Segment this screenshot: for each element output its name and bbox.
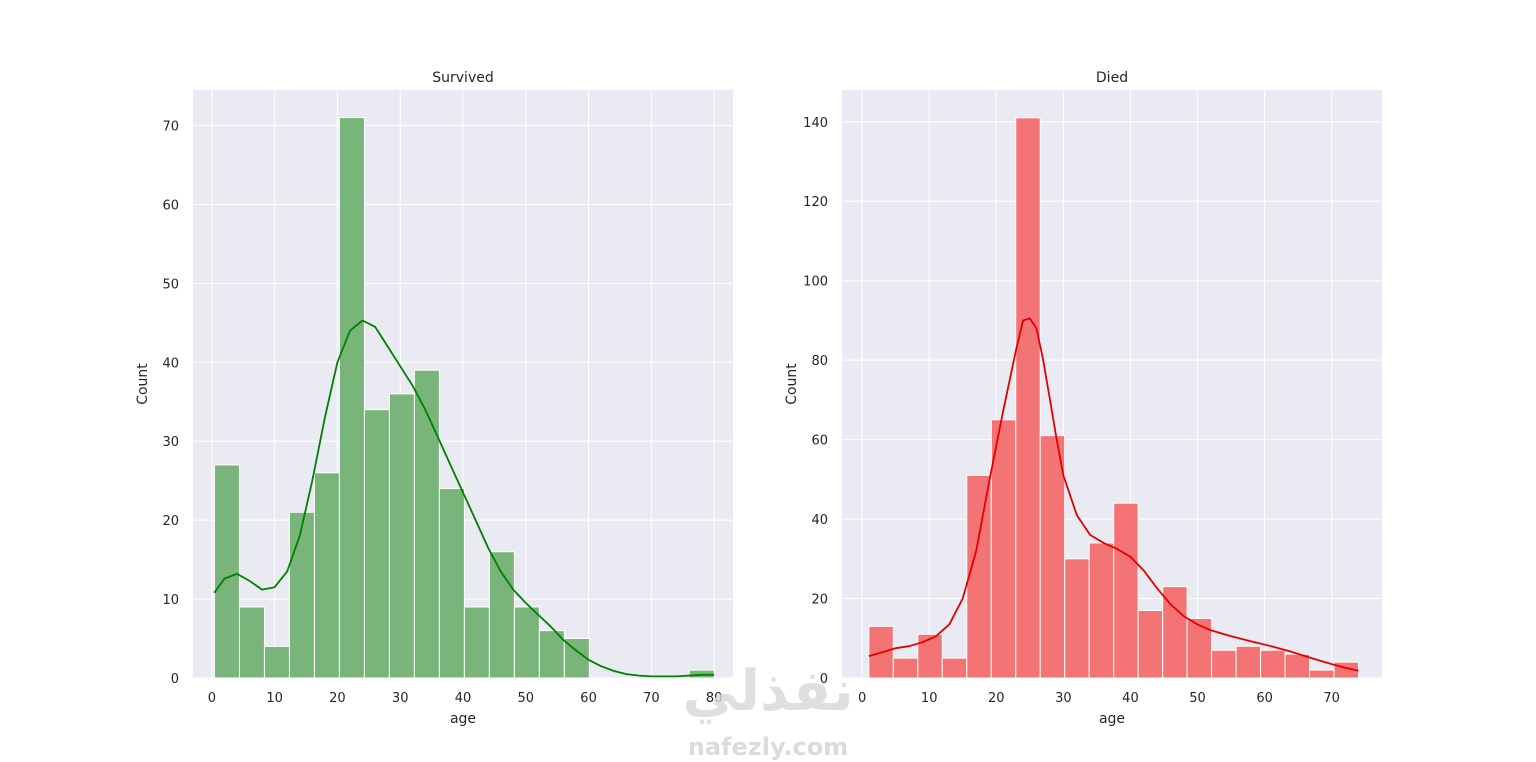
histogram-bar — [1309, 669, 1335, 679]
y-tick-label: 70 — [162, 120, 179, 135]
histogram-bar — [1064, 558, 1090, 679]
y-tick-label: 60 — [811, 434, 828, 449]
x-tick-label: 0 — [858, 691, 866, 706]
x-tick-label: 0 — [208, 691, 216, 706]
y-tick-label: 20 — [162, 514, 179, 529]
histogram-bar — [238, 606, 265, 679]
histogram-bar — [990, 419, 1017, 679]
histogram-bar — [313, 472, 340, 679]
x-tick-label: 10 — [921, 691, 938, 706]
y-tick-label: 0 — [171, 672, 179, 687]
watermark-logo-text: نفذلي — [682, 659, 853, 724]
x-tick-label: 80 — [706, 691, 723, 706]
histogram-bar — [892, 657, 919, 679]
histogram-bar — [488, 551, 515, 679]
x-tick-label: 30 — [1055, 691, 1072, 706]
y-tick-label: 120 — [803, 195, 828, 210]
y-axis-label: Count — [135, 363, 151, 405]
histogram-bar — [363, 409, 390, 679]
y-tick-label: 140 — [803, 116, 828, 131]
x-axis-label: age — [450, 711, 476, 727]
histogram-bar — [966, 474, 992, 679]
y-axis-label: Count — [784, 363, 800, 405]
x-tick-label: 70 — [643, 691, 660, 706]
histogram-bar — [463, 606, 490, 679]
histogram-bar — [413, 369, 440, 679]
x-tick-label: 50 — [518, 691, 535, 706]
histogram-bar — [338, 117, 365, 679]
x-tick-label: 20 — [988, 691, 1005, 706]
histogram-bar — [538, 630, 565, 679]
histogram-bar — [1186, 617, 1213, 679]
y-tick-label: 30 — [162, 435, 179, 450]
chart-title: Survived — [432, 70, 493, 86]
histogram-bar — [941, 657, 968, 679]
histogram-bar — [1137, 609, 1164, 679]
x-tick-label: 40 — [1122, 691, 1139, 706]
histogram-bar — [513, 606, 540, 679]
y-tick-label: 10 — [162, 593, 179, 608]
x-axis-label: age — [1099, 711, 1125, 727]
x-tick-label: 30 — [392, 691, 409, 706]
chart-title: Died — [1096, 70, 1128, 86]
nafezly-watermark: نفذلي nafezly.com — [682, 659, 853, 761]
histogram-bar — [388, 393, 415, 679]
x-tick-label: 60 — [1256, 691, 1273, 706]
y-tick-label: 40 — [162, 356, 179, 371]
histogram-bar — [1015, 117, 1041, 679]
x-tick-label: 70 — [1323, 691, 1340, 706]
histogram-bar — [1211, 649, 1237, 679]
histogram-bar — [1113, 502, 1139, 679]
kde-curve — [213, 319, 715, 678]
y-tick-label: 100 — [803, 275, 828, 290]
histogram-bar — [438, 488, 465, 679]
x-tick-label: 40 — [455, 691, 472, 706]
died-panel: 0 10 20 30 40 50 60 70 0 20 40 60 80 100 120 140 Died age… — [784, 70, 1382, 727]
histogram-bar — [288, 511, 315, 679]
histogram-bar — [1088, 542, 1115, 679]
y-tick-label: 20 — [811, 593, 828, 608]
y-tick-label: 50 — [162, 277, 179, 292]
x-tick-label: 20 — [329, 691, 346, 706]
y-tick-label: 0 — [820, 672, 828, 687]
histogram-bar — [1260, 649, 1286, 679]
histogram-bar — [1039, 435, 1066, 679]
x-tick-label: 50 — [1189, 691, 1206, 706]
y-tick-label: 60 — [162, 198, 179, 213]
histogram-bar — [1235, 645, 1262, 679]
x-tick-label: 60 — [580, 691, 597, 706]
y-tick-label: 80 — [811, 354, 828, 369]
histogram-bar — [263, 645, 290, 679]
watermark-url-text: nafezly.com — [688, 733, 848, 761]
survived-panel: 0 10 20 30 40 50 60 70 80 0 10 20 30 40 50 60 70 Survived… — [135, 70, 733, 727]
y-tick-label: 40 — [811, 513, 828, 528]
histogram-bar — [213, 464, 240, 679]
kde-curve — [868, 317, 1359, 672]
histogram-bar — [1284, 653, 1311, 679]
x-tick-label: 10 — [266, 691, 283, 706]
histogram-bar — [917, 633, 943, 679]
